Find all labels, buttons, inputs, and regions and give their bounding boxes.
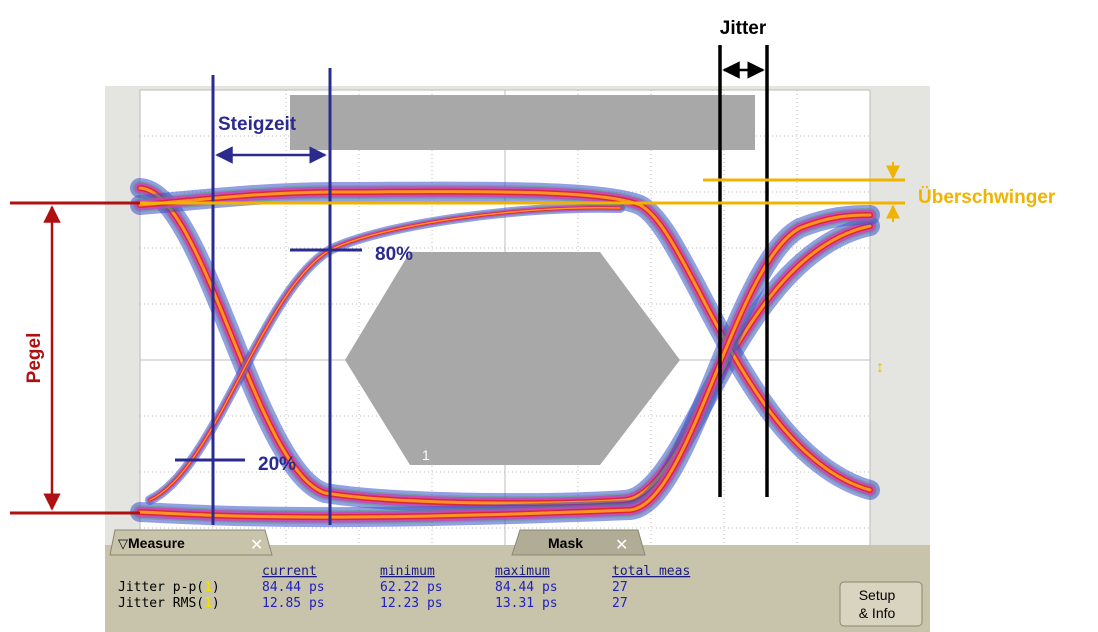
cell: 12.23 ps	[380, 596, 443, 611]
cell: 27	[612, 596, 628, 611]
tab-icon: ▽	[118, 536, 128, 551]
column-header: minimum	[380, 564, 435, 579]
tab-label[interactable]: Mask	[548, 535, 583, 551]
mask-label: 1	[422, 447, 430, 463]
jitter-label: Jitter	[720, 18, 767, 39]
cell: 62.22 ps	[380, 580, 443, 595]
row-label: Jitter RMS(1)	[118, 596, 220, 611]
tab-label[interactable]: Measure	[128, 535, 185, 551]
mask-region-top	[290, 95, 755, 150]
rise-time-label: Steigzeit	[218, 114, 297, 135]
cell: 12.85 ps	[262, 596, 325, 611]
label-text: Jitter RMS(	[118, 596, 204, 611]
level-label: Pegel	[24, 333, 45, 384]
percent-label: 20%	[258, 454, 296, 475]
overshoot-label: Überschwinger	[918, 187, 1056, 208]
channel: 1	[204, 580, 212, 595]
cell: 27	[612, 580, 628, 595]
label-text: Jitter p-p(	[118, 580, 204, 595]
column-header: current	[262, 564, 317, 579]
channel: 1	[204, 596, 212, 611]
button-label[interactable]: Setup	[859, 587, 896, 603]
tab-close[interactable]: ✕	[615, 537, 628, 554]
mask-label: 2	[278, 135, 286, 151]
level-marker: ↕	[876, 359, 884, 376]
column-header: total meas	[612, 564, 690, 579]
tab-close[interactable]: ✕	[250, 537, 263, 554]
cell: 84.44 ps	[495, 580, 558, 595]
cell: 13.31 ps	[495, 596, 558, 611]
cell: 84.44 ps	[262, 580, 325, 595]
row-label: Jitter p-p(1)	[118, 580, 220, 595]
percent-label: 80%	[375, 244, 413, 265]
label-text: )	[212, 596, 220, 611]
label-text: )	[212, 580, 220, 595]
column-header: maximum	[495, 564, 550, 579]
eye-diagram-screenshot: 2 1 ↕ Steigzeit 80% 20% Jitter Überschwi…	[0, 0, 1098, 632]
button-label[interactable]: & Info	[859, 605, 896, 621]
